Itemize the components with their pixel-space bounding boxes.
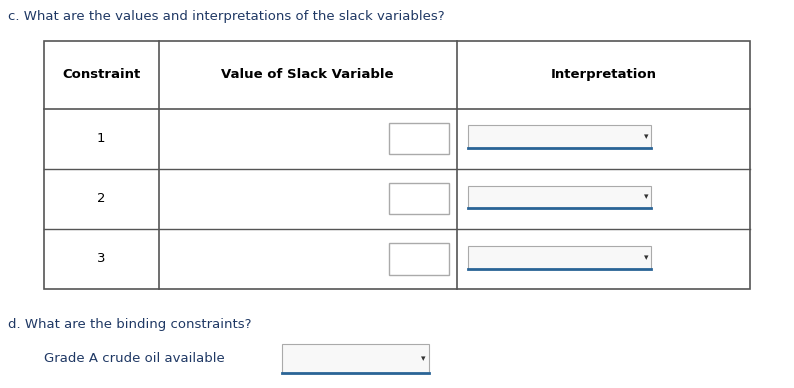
Bar (389, 243, 449, 275)
Text: ▾: ▾ (644, 253, 648, 262)
Bar (282, 345, 429, 373)
Bar (44, 41, 750, 289)
Text: Grade A crude oil available: Grade A crude oil available (44, 352, 225, 365)
Text: c. What are the values and interpretations of the slack variables?: c. What are the values and interpretatio… (8, 10, 445, 23)
Bar (389, 183, 449, 215)
Text: Interpretation: Interpretation (550, 68, 657, 81)
Text: 2: 2 (97, 192, 106, 205)
Text: ▾: ▾ (421, 354, 426, 364)
Text: Constraint: Constraint (62, 68, 141, 81)
Text: d. What are the binding constraints?: d. What are the binding constraints? (8, 318, 252, 331)
Text: 1: 1 (97, 132, 106, 145)
Text: Value of Slack Variable: Value of Slack Variable (222, 68, 394, 81)
Text: ▾: ▾ (644, 192, 648, 201)
Bar (389, 123, 449, 154)
Text: ▾: ▾ (644, 132, 648, 141)
Bar (468, 125, 650, 148)
Bar (468, 246, 650, 268)
Text: 3: 3 (97, 253, 106, 265)
Bar (468, 185, 650, 208)
